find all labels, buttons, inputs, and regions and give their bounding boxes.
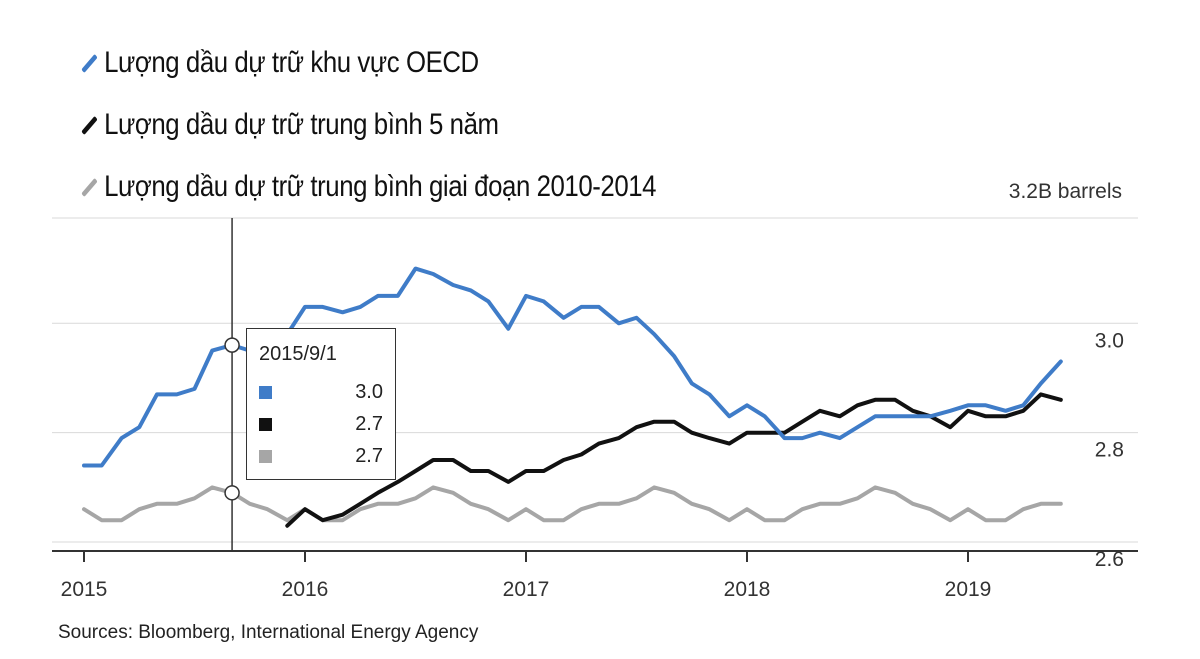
legend-label-oecd: Lượng dầu dự trữ khu vực OECD xyxy=(104,46,479,79)
legend-label-5yr: Lượng dầu dự trữ trung bình 5 năm xyxy=(104,108,499,141)
tooltip-value-2010-2014: 2.7 xyxy=(355,444,383,467)
tooltip-row-5yr: 2.7 xyxy=(259,409,383,439)
tooltip-date: 2015/9/1 xyxy=(259,343,337,365)
x-tick-label-2016: 2016 xyxy=(282,578,329,601)
crosshair-marker-0 xyxy=(224,337,240,353)
hover-tooltip: 2015/9/1 3.0 2.7 2.7 xyxy=(246,328,396,480)
chart-legend: Lượng dầu dự trữ khu vực OECD Lượng dầu … xyxy=(80,32,750,218)
tooltip-swatch-oecd-icon xyxy=(259,385,272,399)
legend-label-2010-2014: Lượng dầu dự trữ trung bình giai đoạn 20… xyxy=(104,170,657,203)
series-line-2[interactable] xyxy=(82,485,1063,523)
legend-item-5yr[interactable]: Lượng dầu dự trữ trung bình 5 năm xyxy=(80,94,656,156)
tooltip-swatch-5yr-icon xyxy=(259,417,272,431)
tooltip-value-5yr: 2.7 xyxy=(355,412,383,435)
series-line-0[interactable] xyxy=(82,266,1063,468)
grid-lines xyxy=(52,217,1138,543)
y-tick-label-3.0: 3.0 xyxy=(1095,329,1124,352)
tooltip-value-oecd: 3.0 xyxy=(355,380,383,403)
tooltip-row-2010-2014: 2.7 xyxy=(259,441,383,471)
y-axis-unit-label: 3.2B barrels xyxy=(1008,180,1122,203)
crosshair[interactable] xyxy=(224,218,240,551)
y-tick-label-2.6: 2.6 xyxy=(1095,548,1124,571)
tooltip-row-oecd: 3.0 xyxy=(259,377,383,407)
x-tick-label-2015: 2015 xyxy=(61,578,108,601)
tooltip-swatch-2010-2014-icon xyxy=(259,449,272,463)
x-tick-label-2017: 2017 xyxy=(503,578,550,601)
y-tick-label-2.8: 2.8 xyxy=(1095,439,1124,462)
sources-note: Sources: Bloomberg, International Energy… xyxy=(58,622,479,643)
x-tick-label-2018: 2018 xyxy=(724,578,771,601)
x-tick-label-2019: 2019 xyxy=(945,578,992,601)
axes: 2015 2016 2017 2018 2019 2.6 2.8 3.0 xyxy=(52,329,1138,601)
crosshair-marker-2 xyxy=(224,485,240,501)
legend-item-2010-2014[interactable]: Lượng dầu dự trữ trung bình giai đoạn 20… xyxy=(80,156,657,218)
legend-item-oecd[interactable]: Lượng dầu dự trữ khu vực OECD xyxy=(80,32,656,94)
